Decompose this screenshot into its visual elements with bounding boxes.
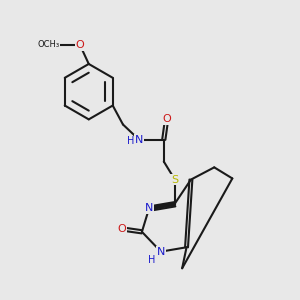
Text: N: N (157, 247, 165, 256)
Text: O: O (76, 40, 84, 50)
Text: S: S (171, 175, 178, 184)
Text: H: H (127, 136, 134, 146)
Text: O: O (162, 114, 171, 124)
Text: O: O (117, 224, 126, 234)
Text: N: N (135, 135, 143, 145)
Text: N: N (145, 203, 153, 213)
Text: H: H (148, 255, 156, 265)
Text: OCH₃: OCH₃ (38, 40, 60, 50)
